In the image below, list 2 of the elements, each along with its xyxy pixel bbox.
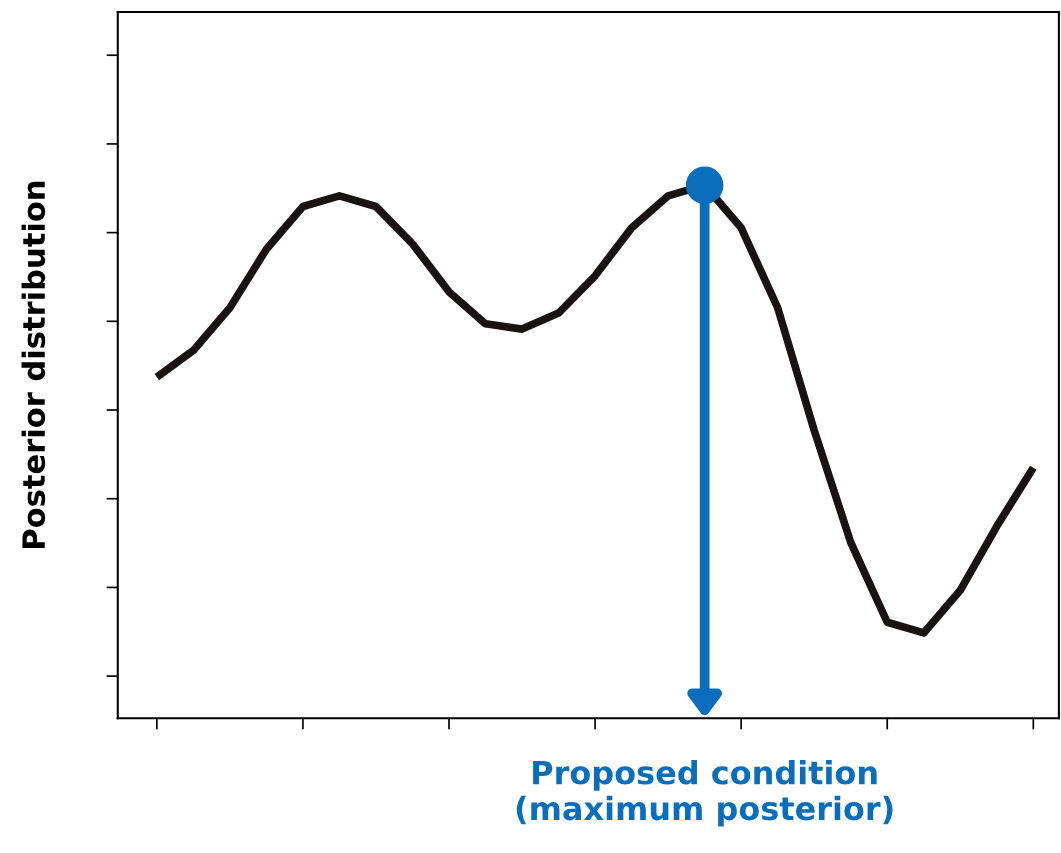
text: Proposed condition (maximum posterior): [516, 759, 893, 827]
y-axis-title: Posterior distribution: [21, 181, 46, 548]
